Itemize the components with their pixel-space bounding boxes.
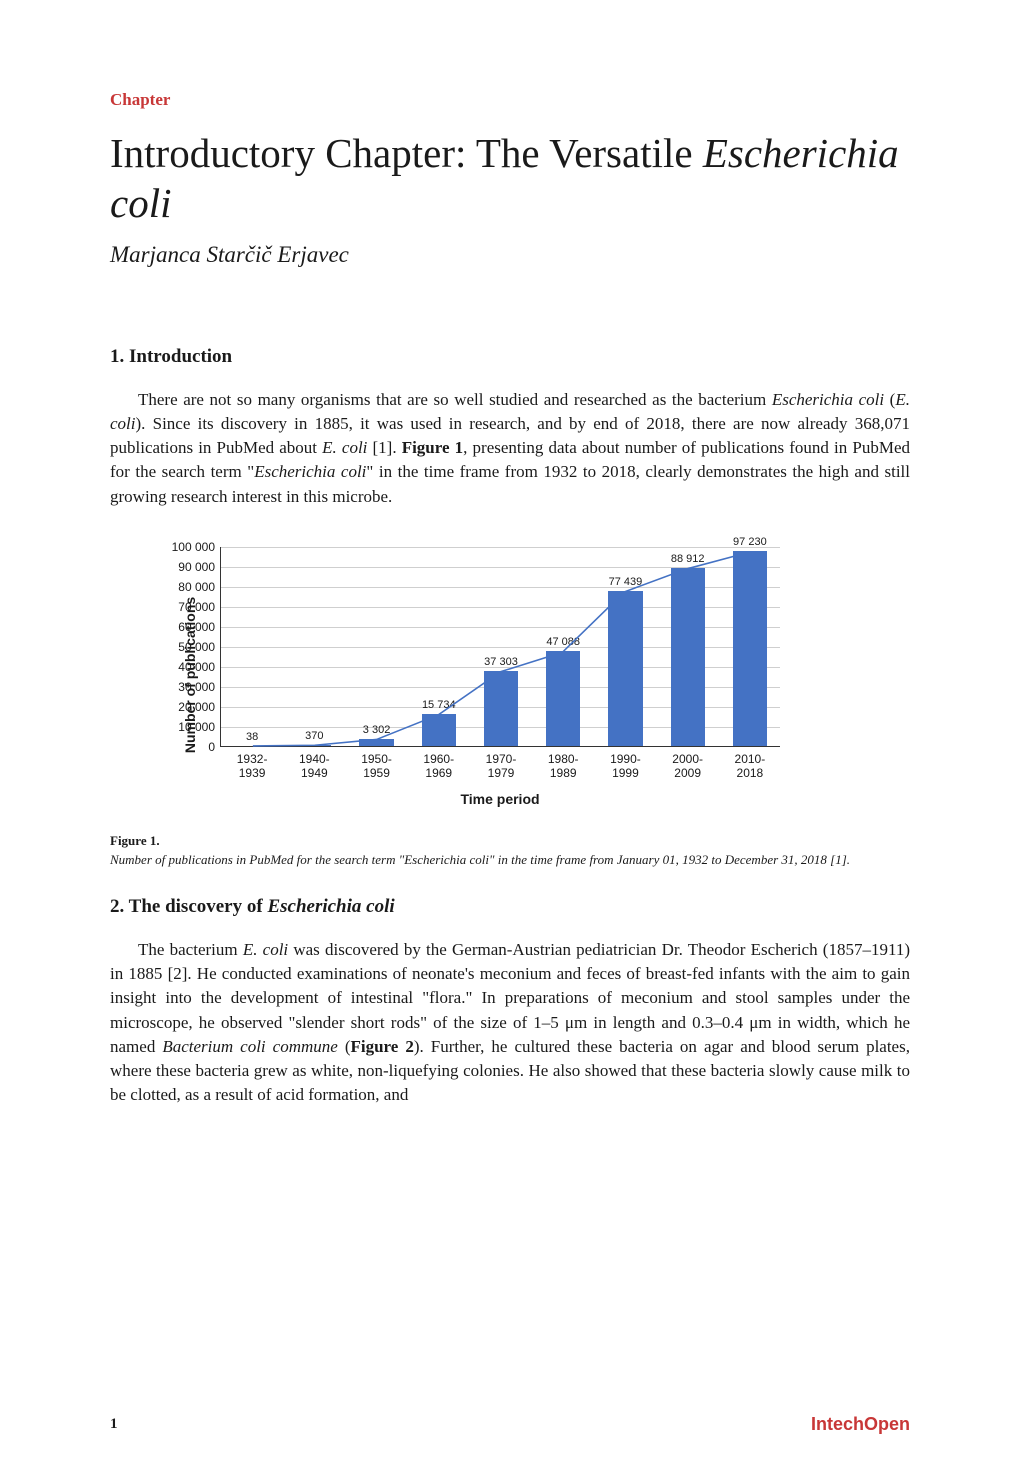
chart-ytick-label: 80 000 [178, 580, 215, 594]
chart-ytick-label: 100 000 [172, 540, 215, 554]
figure-1-caption: Figure 1. Number of publications in PubM… [110, 833, 910, 869]
section-2-paragraph: The bacterium E. coli was discovered by … [110, 938, 910, 1107]
chart-ytick-label: 50 000 [178, 640, 215, 654]
chart-xtick-label: 1940-1949 [288, 752, 340, 781]
figure-label: Figure 1. [110, 833, 910, 849]
figure-caption-text: Number of publications in PubMed for the… [110, 851, 910, 869]
chart-xtick-label: 1960-1969 [413, 752, 465, 781]
chart-line-overlay [221, 547, 780, 746]
chart-ytick-label: 30 000 [178, 680, 215, 694]
section-2-heading-italic: Escherichia coli [267, 896, 394, 917]
chart-ytick-label: 70 000 [178, 600, 215, 614]
brand-open: Open [864, 1414, 910, 1434]
chart-ytick-label: 40 000 [178, 660, 215, 674]
chart-ytick-label: 10 000 [178, 720, 215, 734]
section-1-paragraph: There are not so many organisms that are… [110, 388, 910, 509]
chart-xtick-label: 1990-1999 [599, 752, 651, 781]
title-plain: Introductory Chapter: The Versatile [110, 130, 703, 176]
brand-intech: Intech [811, 1414, 864, 1434]
chart-xtick-label: 1980-1989 [537, 752, 589, 781]
chart-ytick-label: 90 000 [178, 560, 215, 574]
section-2-heading-plain: 2. The discovery of [110, 896, 267, 917]
section-2-heading: 2. The discovery of Escherichia coli [110, 896, 910, 918]
chart-xtick-label: 2000-2009 [662, 752, 714, 781]
page-title: Introductory Chapter: The Versatile Esch… [110, 128, 910, 228]
chart-ytick-label: 20 000 [178, 700, 215, 714]
chart-xtick-label: 1970-1979 [475, 752, 527, 781]
chart-xtick-label: 1932-1939 [226, 752, 278, 781]
chart-ytick-label: 60 000 [178, 620, 215, 634]
chart-xtick-label: 2010-2018 [724, 752, 776, 781]
chart-x-axis-label: Time period [220, 791, 780, 807]
figure-1-chart: Number of publications 010 00020 00030 0… [150, 535, 910, 815]
chapter-label: Chapter [110, 90, 910, 110]
page-number: 1 [110, 1416, 118, 1433]
chart-ytick-label: 0 [208, 740, 215, 754]
section-1-heading: 1. Introduction [110, 346, 910, 368]
author-name: Marjanca Starčič Erjavec [110, 242, 910, 268]
chart-xtick-label: 1950-1959 [351, 752, 403, 781]
publisher-brand: IntechOpen [811, 1414, 910, 1435]
